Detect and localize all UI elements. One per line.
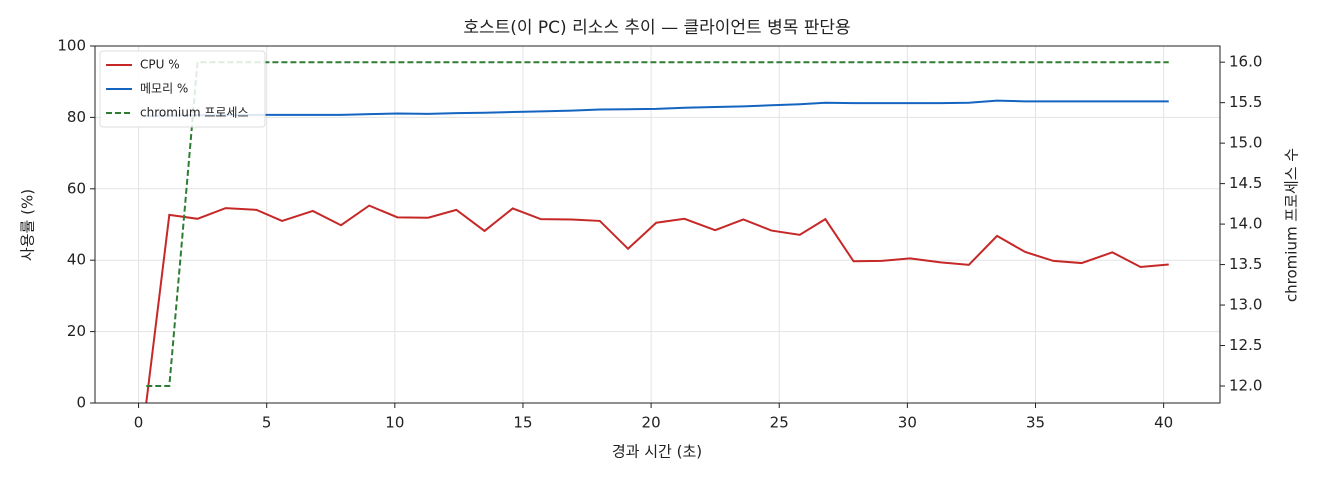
x-tick-label: 25 xyxy=(770,414,789,432)
y2-tick-label: 12.0 xyxy=(1229,377,1262,395)
y2-tick-label: 15.5 xyxy=(1229,93,1262,111)
y2-tick-label: 14.5 xyxy=(1229,174,1262,192)
series-line xyxy=(146,61,1169,387)
y2-tick-label: 13.5 xyxy=(1229,255,1262,273)
y-tick-label: 0 xyxy=(76,394,86,412)
legend-label: CPU % xyxy=(140,58,180,72)
y-tick-label: 40 xyxy=(67,251,86,269)
legend-label: chromium 프로세스 xyxy=(140,106,249,120)
y2-axis-label: chromium 프로세스 수 xyxy=(1283,148,1301,302)
y2-tick-label: 13.0 xyxy=(1229,296,1262,314)
legend-box xyxy=(99,50,266,128)
y-tick-label: 20 xyxy=(67,322,86,340)
x-tick-label: 5 xyxy=(262,414,272,432)
x-tick-label: 30 xyxy=(898,414,917,432)
legend-label: 메모리 % xyxy=(140,82,188,96)
y2-tick-label: 15.0 xyxy=(1229,134,1262,152)
y-axis-label: 사용률 (%) xyxy=(19,189,37,261)
x-axis-label: 경과 시간 (초) xyxy=(612,443,702,461)
x-tick-label: 40 xyxy=(1154,414,1173,432)
x-tick-label: 15 xyxy=(513,414,532,432)
y2-tick-label: 16.0 xyxy=(1229,53,1262,71)
y2-tick-label: 14.0 xyxy=(1229,215,1262,233)
y-tick-label: 60 xyxy=(67,179,86,197)
y-tick-label: 80 xyxy=(67,108,86,126)
series-line xyxy=(146,99,1169,117)
plot-frame xyxy=(94,45,1221,404)
x-tick-label: 0 xyxy=(134,414,144,432)
y-tick-label: 100 xyxy=(57,37,86,55)
x-tick-label: 20 xyxy=(642,414,661,432)
x-tick-label: 10 xyxy=(385,414,404,432)
chart-title: 호스트(이 PC) 리소스 추이 — 클라이언트 병목 판단용 xyxy=(463,18,850,38)
y2-tick-label: 12.5 xyxy=(1229,336,1262,354)
x-tick-label: 35 xyxy=(1026,414,1045,432)
series-line xyxy=(145,204,1169,404)
